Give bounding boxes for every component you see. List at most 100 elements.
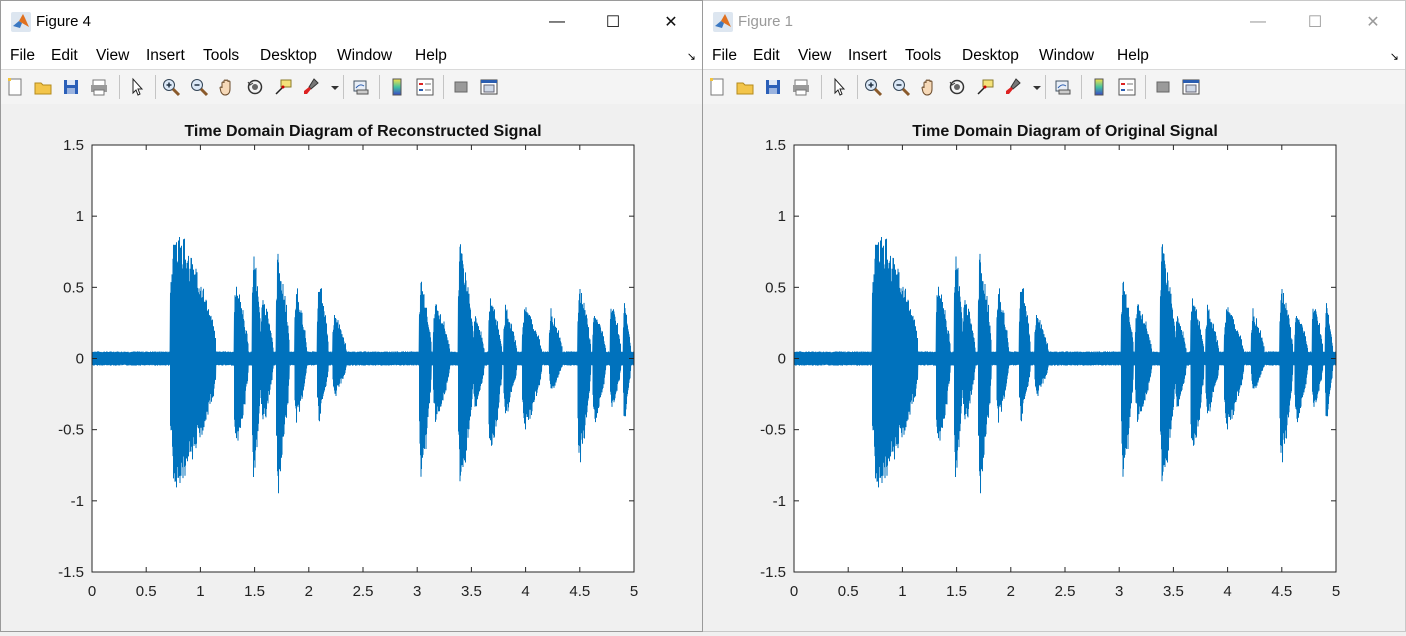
hide-plot-tools-icon[interactable] [1153, 77, 1173, 97]
y-tick-label: -0.5 [58, 422, 84, 439]
x-tick-label: 1.5 [244, 583, 265, 600]
menu-file[interactable]: File [10, 47, 35, 64]
new-figure-icon[interactable] [5, 77, 25, 97]
y-tick-label: -1.5 [760, 564, 786, 581]
open-icon[interactable] [33, 77, 53, 97]
rotate-icon[interactable] [245, 77, 265, 97]
y-tick-label: 1 [778, 208, 786, 225]
y-tick-label: 0.5 [765, 279, 786, 296]
legend-icon[interactable] [415, 77, 435, 97]
data-cursor-icon[interactable] [975, 77, 995, 97]
hide-plot-tools-icon[interactable] [451, 77, 471, 97]
figure-area: Time Domain Diagram of Original Signal 0 0… [703, 104, 1405, 631]
x-tick-label: 4.5 [1271, 583, 1292, 600]
save-icon[interactable] [763, 77, 783, 97]
minimize-button[interactable]: — [1250, 13, 1266, 30]
menu-desktop[interactable]: Desktop [260, 47, 317, 64]
menu-bar: File Edit View Insert Tools Desktop Wind… [703, 43, 1405, 69]
x-tick-label: 4 [1223, 583, 1231, 600]
x-tick-label: 3.5 [461, 583, 482, 600]
print-icon[interactable] [791, 77, 811, 97]
brush-dropdown-icon[interactable] [1027, 77, 1047, 97]
x-tick-label: 4 [521, 583, 529, 600]
toolbar-separator [857, 75, 858, 99]
menu-window[interactable]: Window [337, 47, 393, 64]
title-bar[interactable]: Figure 4 — ☐ ✕ [1, 1, 702, 43]
x-tick-label: 5 [1332, 583, 1340, 600]
zoom-in-icon[interactable] [161, 77, 181, 97]
menu-file[interactable]: File [712, 47, 737, 64]
menu-view[interactable]: View [798, 47, 832, 64]
title-bar[interactable]: Figure 1 — ☐ ✕ [703, 1, 1405, 43]
link-plot-icon[interactable] [351, 77, 371, 97]
figure-toolbar [703, 69, 1405, 105]
x-tick-label: 2.5 [353, 583, 374, 600]
show-plot-tools-icon[interactable] [479, 77, 499, 97]
signal-plot[interactable]: Time Domain Diagram of Reconstructed Sig… [1, 104, 702, 631]
x-tick-label: 1 [898, 583, 906, 600]
menu-help[interactable]: Help [415, 47, 447, 64]
x-tick-label: 2.5 [1055, 583, 1076, 600]
brush-dropdown-icon[interactable] [325, 77, 345, 97]
dock-arrow-icon[interactable]: ↘ [1389, 51, 1399, 63]
figure-area: Time Domain Diagram of Reconstructed Sig… [1, 104, 702, 631]
y-tick-label: 1 [76, 208, 84, 225]
show-plot-tools-icon[interactable] [1181, 77, 1201, 97]
close-button[interactable]: ✕ [664, 14, 678, 31]
x-tick-label: 2 [1007, 583, 1015, 600]
maximize-button[interactable]: ☐ [605, 14, 621, 31]
pointer-icon[interactable] [829, 77, 849, 97]
zoom-out-icon[interactable] [891, 77, 911, 97]
window-title: Figure 1 [738, 13, 794, 30]
chart-title: Time Domain Diagram of Original Signal [912, 123, 1218, 140]
menu-tools[interactable]: Tools [905, 47, 942, 64]
menu-help[interactable]: Help [1117, 47, 1149, 64]
menu-edit[interactable]: Edit [753, 47, 780, 64]
x-tick-label: 3 [413, 583, 421, 600]
x-tick-label: 5 [630, 583, 638, 600]
x-tick-label: 0 [88, 583, 96, 600]
dock-arrow-icon[interactable]: ↘ [686, 51, 696, 63]
maximize-button[interactable]: ☐ [1307, 14, 1323, 31]
data-cursor-icon[interactable] [273, 77, 293, 97]
open-icon[interactable] [735, 77, 755, 97]
toolbar-separator [155, 75, 156, 99]
colorbar-icon[interactable] [387, 77, 407, 97]
rotate-icon[interactable] [947, 77, 967, 97]
toolbar-separator [379, 75, 380, 99]
print-icon[interactable] [89, 77, 109, 97]
pan-icon[interactable] [217, 77, 237, 97]
x-tick-label: 2 [305, 583, 313, 600]
figure-window-figure1[interactable]: Figure 1 — ☐ ✕ File Edit View Insert Too… [703, 0, 1406, 632]
menu-insert[interactable]: Insert [848, 47, 887, 64]
menu-desktop[interactable]: Desktop [962, 47, 1019, 64]
x-tick-label: 3.5 [1163, 583, 1184, 600]
menu-tools[interactable]: Tools [203, 47, 240, 64]
pointer-icon[interactable] [127, 77, 147, 97]
link-plot-icon[interactable] [1053, 77, 1073, 97]
zoom-out-icon[interactable] [189, 77, 209, 97]
brush-icon[interactable] [301, 77, 321, 97]
x-tick-label: 1.5 [946, 583, 967, 600]
close-button[interactable]: ✕ [1366, 14, 1380, 31]
brush-icon[interactable] [1003, 77, 1023, 97]
new-figure-icon[interactable] [707, 77, 727, 97]
x-tick-label: 0 [790, 583, 798, 600]
toolbar-separator [119, 75, 120, 99]
save-icon[interactable] [61, 77, 81, 97]
menu-edit[interactable]: Edit [51, 47, 78, 64]
y-tick-label: 1.5 [63, 137, 84, 154]
legend-icon[interactable] [1117, 77, 1137, 97]
figure-window-figure4[interactable]: Figure 4 — ☐ ✕ File Edit View Insert Too… [0, 0, 703, 632]
menu-view[interactable]: View [96, 47, 130, 64]
colorbar-icon[interactable] [1089, 77, 1109, 97]
y-tick-label: 0 [76, 351, 84, 368]
menu-bar: File Edit View Insert Tools Desktop Wind… [1, 43, 702, 69]
menu-insert[interactable]: Insert [146, 47, 185, 64]
pan-icon[interactable] [919, 77, 939, 97]
menu-window[interactable]: Window [1039, 47, 1095, 64]
zoom-in-icon[interactable] [863, 77, 883, 97]
x-tick-label: 0.5 [838, 583, 859, 600]
signal-plot[interactable]: Time Domain Diagram of Original Signal 0 0… [703, 104, 1405, 631]
minimize-button[interactable]: — [549, 13, 565, 30]
